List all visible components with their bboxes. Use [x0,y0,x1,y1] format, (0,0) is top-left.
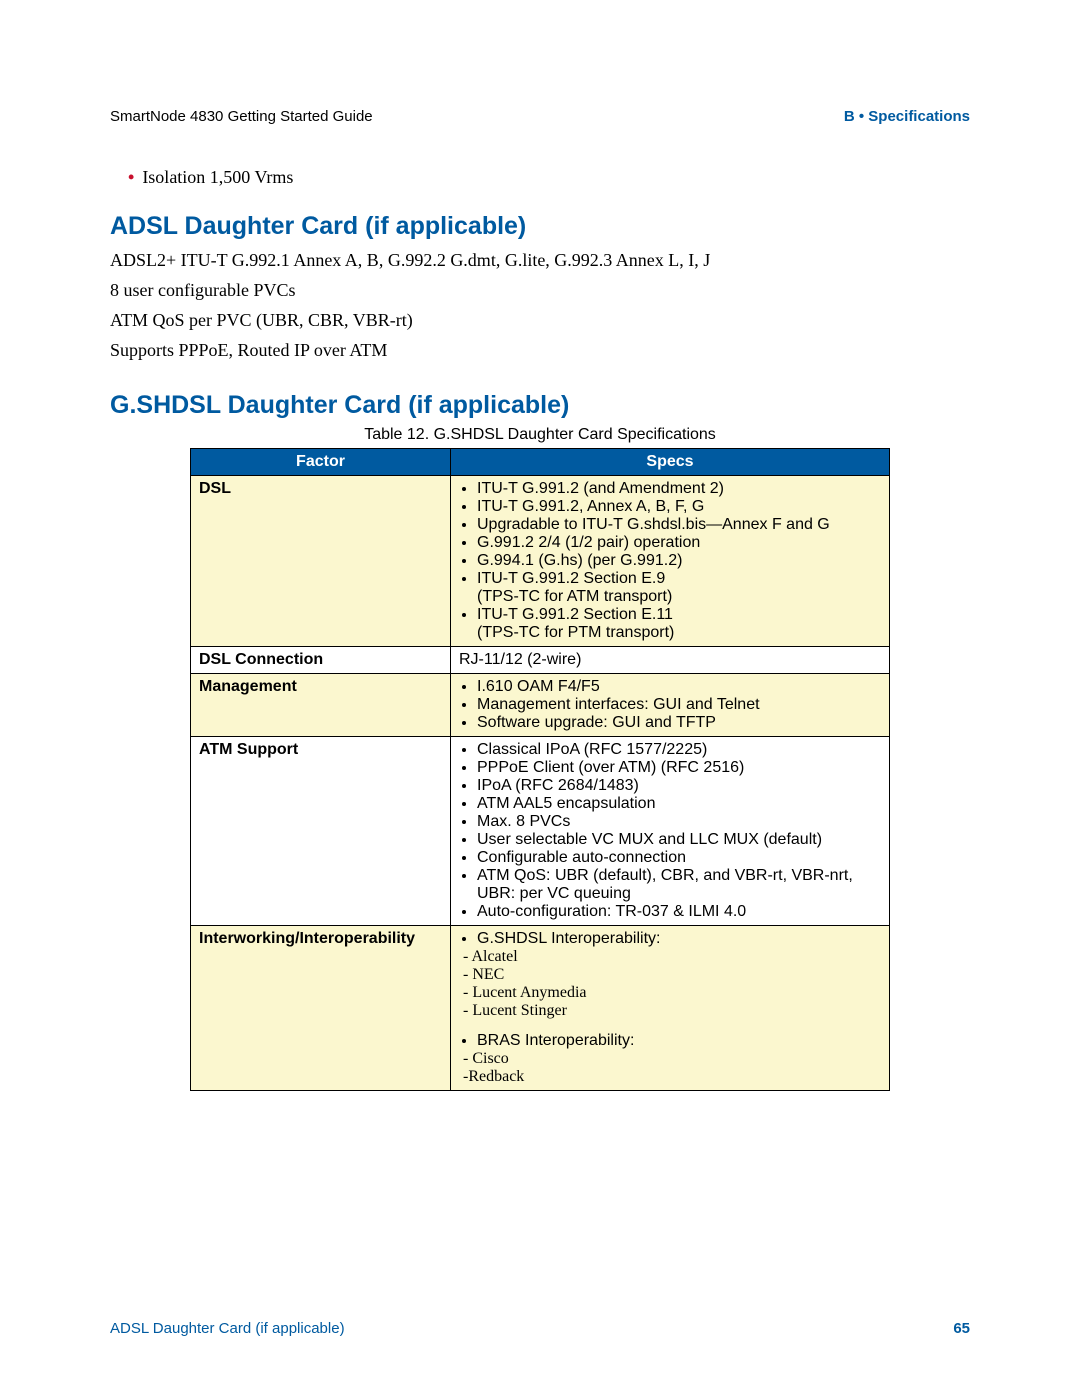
specs-cell: Classical IPoA (RFC 1577/2225)PPPoE Clie… [451,736,890,925]
spec-sub-item: - Lucent Stinger [463,1002,881,1020]
spec-bullet: Management interfaces: GUI and Telnet [477,696,881,714]
factor-cell: Interworking/Interoperability [191,925,451,1090]
footer-left-text: ADSL Daughter Card (if applicable) [110,1320,345,1337]
adsl-body: ADSL2+ ITU-T G.992.1 Annex A, B, G.992.2… [110,247,970,365]
specs-cell: RJ-11/12 (2-wire) [451,646,890,673]
spec-bullet: ITU-T G.991.2 Section E.9(TPS-TC for ATM… [477,570,881,606]
table-row: ManagementI.610 OAM F4/F5Management inte… [191,673,890,736]
spec-bullet: ITU-T G.991.2 Section E.11(TPS-TC for PT… [477,606,881,642]
spec-bullet: PPPoE Client (over ATM) (RFC 2516) [477,759,881,777]
spec-sub-item: -Redback [463,1068,881,1086]
table-row: DSL ConnectionRJ-11/12 (2-wire) [191,646,890,673]
specs-cell: I.610 OAM F4/F5Management interfaces: GU… [451,673,890,736]
spec-bullet: Auto-configuration: TR-037 & ILMI 4.0 [477,903,881,921]
adsl-line: ADSL2+ ITU-T G.992.1 Annex A, B, G.992.2… [110,247,970,275]
spec-sub-item: - Lucent Anymedia [463,984,881,1002]
spec-bullet: G.991.2 2/4 (1/2 pair) operation [477,534,881,552]
table-header-row: Factor Specs [191,448,890,475]
factor-cell: Management [191,673,451,736]
spec-bullet: G.994.1 (G.hs) (per G.991.2) [477,552,881,570]
spec-bullet: IPoA (RFC 2684/1483) [477,777,881,795]
spec-bullet: Upgradable to ITU-T G.shdsl.bis—Annex F … [477,516,881,534]
spec-group-lead: BRAS Interoperability: [477,1032,881,1050]
spec-bullet: Software upgrade: GUI and TFTP [477,714,881,732]
adsl-line: 8 user configurable PVCs [110,277,970,305]
spec-bullet: User selectable VC MUX and LLC MUX (defa… [477,831,881,849]
isolation-text: Isolation 1,500 Vrms [142,167,293,187]
table-row: DSLITU-T G.991.2 (and Amendment 2)ITU-T … [191,475,890,646]
header-left-text: SmartNode 4830 Getting Started Guide [110,108,373,125]
factor-cell: DSL [191,475,451,646]
spec-bullet: Classical IPoA (RFC 1577/2225) [477,741,881,759]
col-factor: Factor [191,448,451,475]
page: SmartNode 4830 Getting Started Guide B •… [0,0,1080,1397]
table-caption: Table 12. G.SHDSL Daughter Card Specific… [110,426,970,444]
spec-bullet: I.610 OAM F4/F5 [477,678,881,696]
footer-page-number: 65 [953,1320,970,1337]
bullet-dot-icon: • [128,167,134,187]
page-header: SmartNode 4830 Getting Started Guide B •… [110,108,970,125]
spec-bullet: ITU-T G.991.2, Annex A, B, F, G [477,498,881,516]
gshdsl-heading: G.SHDSL Daughter Card (if applicable) [110,391,970,420]
adsl-heading: ADSL Daughter Card (if applicable) [110,212,970,241]
col-specs: Specs [451,448,890,475]
adsl-line: ATM QoS per PVC (UBR, CBR, VBR-rt) [110,307,970,335]
factor-cell: DSL Connection [191,646,451,673]
spec-bullet: ATM AAL5 encapsulation [477,795,881,813]
spec-bullet: ITU-T G.991.2 (and Amendment 2) [477,480,881,498]
factor-cell: ATM Support [191,736,451,925]
adsl-line: Supports PPPoE, Routed IP over ATM [110,337,970,365]
spec-group-lead: G.SHDSL Interoperability: [477,930,881,948]
specs-cell: G.SHDSL Interoperability:- Alcatel- NEC-… [451,925,890,1090]
page-footer: ADSL Daughter Card (if applicable) 65 [110,1320,970,1337]
specs-cell: ITU-T G.991.2 (and Amendment 2)ITU-T G.9… [451,475,890,646]
table-row: Interworking/InteroperabilityG.SHDSL Int… [191,925,890,1090]
gshdsl-table: Factor Specs DSLITU-T G.991.2 (and Amend… [190,448,890,1091]
spec-bullet: ATM QoS: UBR (default), CBR, and VBR-rt,… [477,867,881,903]
spec-sub-item: - NEC [463,966,881,984]
spec-sub-item: - Alcatel [463,948,881,966]
header-right-text: B • Specifications [844,108,970,125]
isolation-bullet: • Isolation 1,500 Vrms [128,167,970,188]
spec-bullet: Max. 8 PVCs [477,813,881,831]
table-row: ATM SupportClassical IPoA (RFC 1577/2225… [191,736,890,925]
spec-bullet: Configurable auto-connection [477,849,881,867]
spec-sub-item: - Cisco [463,1050,881,1068]
